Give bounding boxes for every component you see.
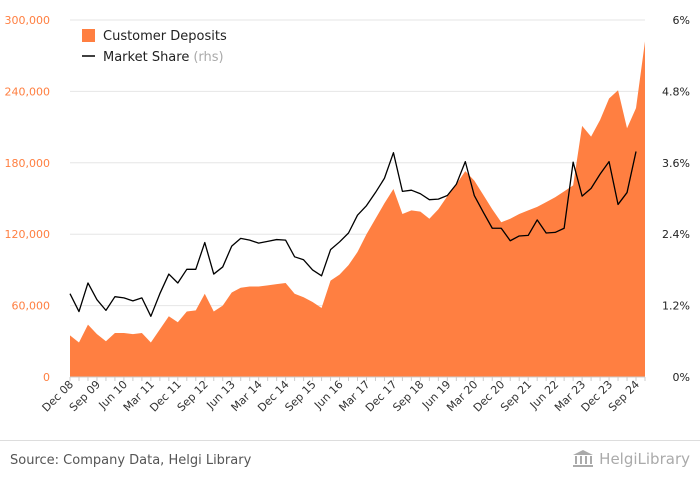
footer: Source: Company Data, Helgi Library Helg… [0, 440, 700, 484]
deposits-area-layer [70, 41, 645, 378]
market-share-line-layer [69, 151, 637, 317]
helgi-library-logo[interactable]: HelgiLibrary [572, 450, 690, 468]
y-tick-label-left: 180,000 [5, 157, 51, 170]
market-share-line [69, 151, 637, 317]
legend-label-market-share: Market Share [103, 50, 189, 65]
y-tick-label-left: 300,000 [5, 14, 51, 27]
legend-label-rhs: (rhs) [193, 50, 223, 65]
library-building-icon [573, 450, 594, 467]
y-tick-label-right: 1.2% [662, 300, 690, 313]
y-tick-label-left: 120,000 [5, 228, 51, 241]
y-tick-label-right: 2.4% [662, 228, 690, 241]
customer-deposits-area [70, 41, 645, 378]
y-tick-label-left: 240,000 [5, 85, 51, 98]
y-tick-label-left: 60,000 [12, 300, 51, 313]
y-tick-label-right: 3.6% [662, 157, 690, 170]
y-tick-label-right: 6% [673, 14, 690, 27]
y-tick-label-left: 0 [43, 371, 50, 384]
source-text: Source: Company Data, Helgi Library [10, 453, 252, 468]
logo-text: HelgiLibrary [599, 450, 690, 468]
legend-label-market-share-group: Market Share (rhs) [103, 50, 224, 65]
chart: 0 0% 60,000 1.2% 120,000 2.4% 180,000 3.6% 240,0… [5, 14, 691, 415]
y-tick-label-right: 4.8% [662, 85, 690, 98]
y-tick-label-right: 0% [673, 371, 690, 384]
legend-label-customer-deposits: Customer Deposits [103, 29, 227, 44]
legend-swatch-customer-deposits [82, 29, 95, 42]
legend: Customer Deposits Market Share (rhs) [82, 29, 227, 65]
